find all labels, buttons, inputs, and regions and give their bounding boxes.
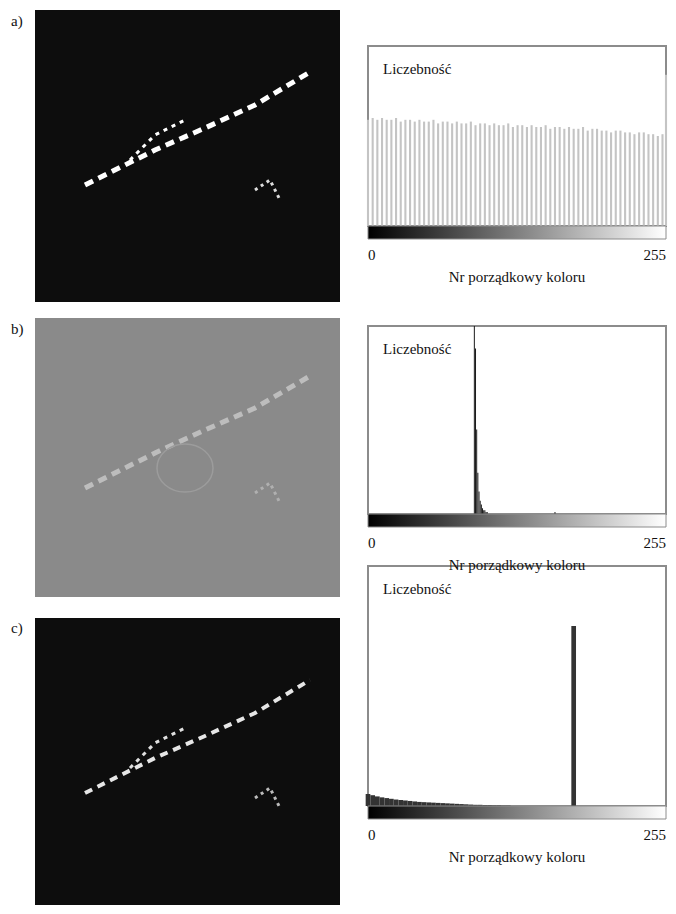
svg-text:Nr porządkowy koloru: Nr porządkowy koloru xyxy=(449,849,586,865)
svg-text:c): c) xyxy=(11,620,23,637)
svg-text:Liczebność: Liczebność xyxy=(383,341,452,357)
svg-text:b): b) xyxy=(11,321,24,338)
svg-text:Liczebność: Liczebność xyxy=(383,61,452,77)
svg-text:Nr porządkowy koloru: Nr porządkowy koloru xyxy=(449,269,586,285)
svg-text:0: 0 xyxy=(368,827,376,843)
svg-text:255: 255 xyxy=(644,247,667,263)
svg-text:0: 0 xyxy=(368,535,376,551)
svg-text:Liczebność: Liczebność xyxy=(383,581,452,597)
svg-text:255: 255 xyxy=(644,535,667,551)
svg-text:a): a) xyxy=(11,13,23,30)
svg-text:255: 255 xyxy=(644,827,667,843)
svg-text:Nr porządkowy koloru: Nr porządkowy koloru xyxy=(449,557,586,573)
svg-text:0: 0 xyxy=(368,247,376,263)
